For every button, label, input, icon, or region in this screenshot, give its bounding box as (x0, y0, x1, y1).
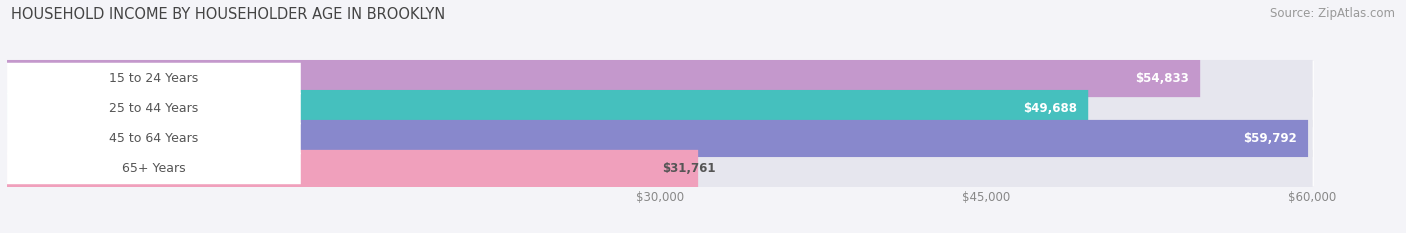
FancyBboxPatch shape (7, 93, 301, 124)
FancyBboxPatch shape (7, 90, 1313, 127)
Text: $31,761: $31,761 (662, 162, 716, 175)
Text: 15 to 24 Years: 15 to 24 Years (110, 72, 198, 85)
FancyBboxPatch shape (7, 153, 301, 184)
Text: 25 to 44 Years: 25 to 44 Years (110, 102, 198, 115)
FancyBboxPatch shape (7, 60, 1201, 97)
Text: HOUSEHOLD INCOME BY HOUSEHOLDER AGE IN BROOKLYN: HOUSEHOLD INCOME BY HOUSEHOLDER AGE IN B… (11, 7, 446, 22)
Text: $59,792: $59,792 (1243, 132, 1298, 145)
Text: $54,833: $54,833 (1136, 72, 1189, 85)
FancyBboxPatch shape (7, 90, 1088, 127)
Text: 45 to 64 Years: 45 to 64 Years (110, 132, 198, 145)
Text: 65+ Years: 65+ Years (122, 162, 186, 175)
FancyBboxPatch shape (7, 120, 1313, 157)
Text: $49,688: $49,688 (1024, 102, 1077, 115)
FancyBboxPatch shape (7, 150, 1313, 187)
FancyBboxPatch shape (7, 120, 1308, 157)
FancyBboxPatch shape (7, 63, 301, 94)
FancyBboxPatch shape (7, 150, 699, 187)
FancyBboxPatch shape (7, 123, 301, 154)
Text: Source: ZipAtlas.com: Source: ZipAtlas.com (1270, 7, 1395, 20)
FancyBboxPatch shape (7, 60, 1313, 97)
